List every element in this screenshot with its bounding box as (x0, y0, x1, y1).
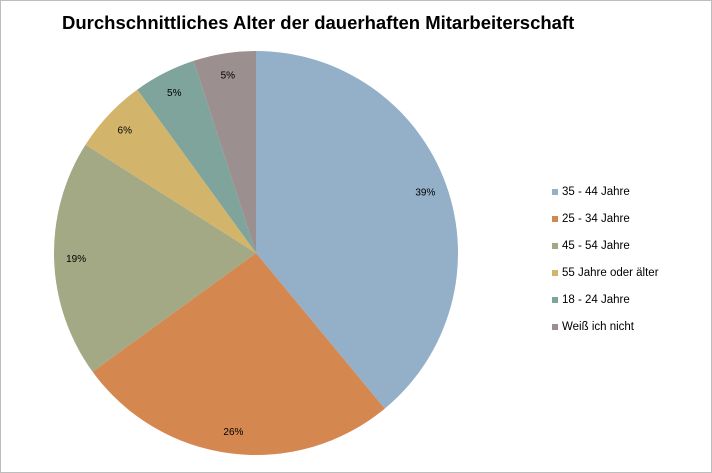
legend-swatch (552, 188, 558, 195)
legend-swatch (552, 242, 558, 249)
slice-value-label: 5% (221, 71, 236, 82)
pie-slice (256, 51, 458, 409)
legend-item: 45 - 54 Jahre (552, 232, 702, 259)
legend-item: Weiß ich nicht (552, 313, 702, 340)
pie-slice (92, 253, 385, 455)
legend-label: 45 - 54 Jahre (562, 239, 630, 252)
slice-value-label: 6% (118, 125, 133, 136)
legend-item: 55 Jahre oder älter (552, 259, 702, 286)
legend-swatch (552, 269, 558, 276)
slice-value-label: 26% (223, 427, 243, 438)
chart-title: Durchschnittliches Alter der dauerhaften… (62, 12, 575, 33)
legend-swatch (552, 296, 558, 303)
slice-value-label: 5% (167, 88, 182, 99)
legend-item: 18 - 24 Jahre (552, 286, 702, 313)
legend-label: Weiß ich nicht (562, 320, 635, 333)
pie-labels: 39% 26% 19% 6% 5% 5% (66, 71, 435, 438)
slice-value-label: 19% (66, 254, 86, 265)
legend: 35 - 44 Jahre 25 - 34 Jahre 45 - 54 Jahre 5… (552, 178, 702, 340)
slice-value-label: 39% (415, 188, 435, 199)
legend-label: 55 Jahre oder älter (562, 266, 659, 279)
legend-label: 35 - 44 Jahre (562, 185, 630, 198)
pie-slice (193, 51, 256, 253)
legend-item: 25 - 34 Jahre (552, 205, 702, 232)
legend-swatch (552, 323, 558, 330)
legend-label: 25 - 34 Jahre (562, 212, 630, 225)
pie-slice (85, 89, 256, 253)
pie-slice (54, 144, 257, 372)
legend-label: 18 - 24 Jahre (562, 293, 630, 306)
legend-swatch (552, 215, 558, 222)
pie-slices (54, 51, 458, 455)
legend-item: 35 - 44 Jahre (552, 178, 702, 205)
pie-slice (137, 60, 256, 254)
